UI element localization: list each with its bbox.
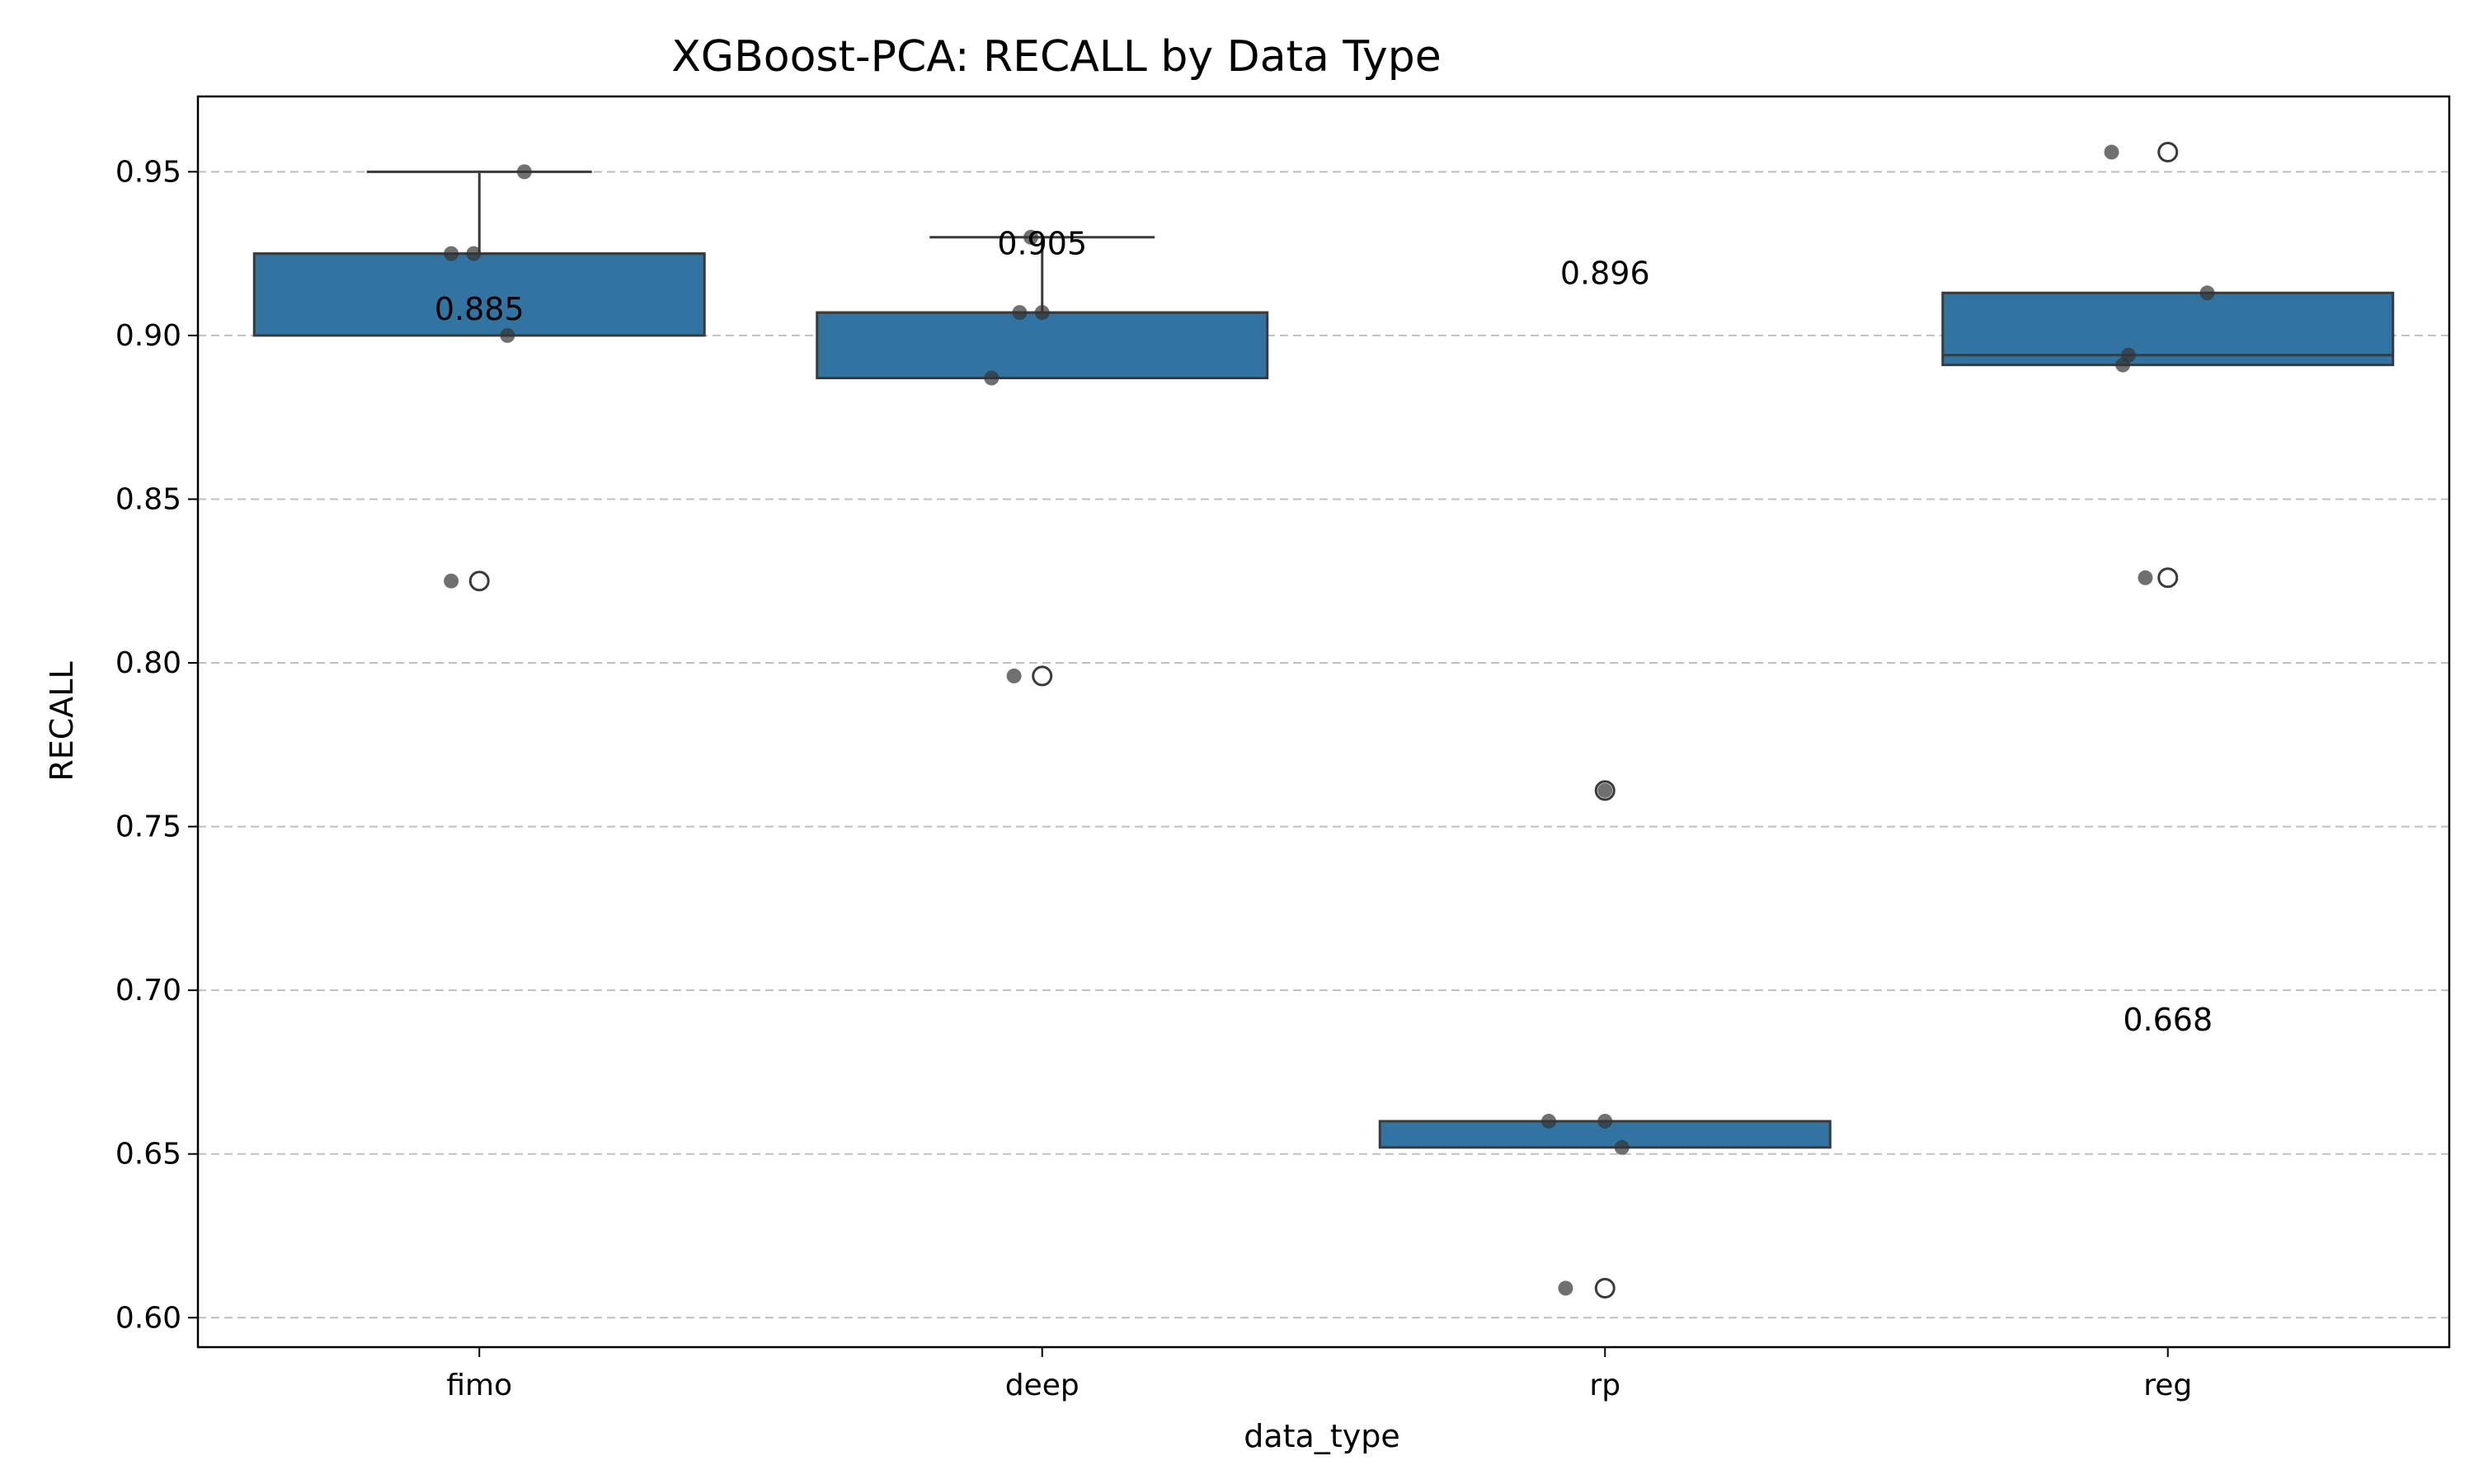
data-point [1023, 229, 1039, 245]
y-tick-label: 0.65 [115, 1138, 181, 1172]
box-deep [816, 311, 1269, 380]
data-point [1541, 1113, 1556, 1129]
x-tick-label: rp [1589, 1369, 1620, 1402]
mean-annotation: 0.885 [435, 291, 524, 327]
y-tick-label: 0.95 [115, 155, 181, 189]
x-tick-label: deep [1005, 1369, 1079, 1402]
mean-annotation: 0.896 [1560, 255, 1650, 291]
box-reg [1941, 291, 2395, 367]
plot-frame [196, 95, 2451, 1349]
outlier [1594, 780, 1616, 801]
data-point [1614, 1139, 1630, 1155]
data-point [516, 164, 532, 180]
data-point [500, 327, 515, 343]
y-axis-ticks: 0.60 0.65 0.70 0.75 0.80 0.85 0.90 0.95 [115, 155, 198, 1335]
data-point [2138, 570, 2153, 585]
outlier [2157, 142, 2179, 163]
data-point [1006, 668, 1022, 683]
data-point [2115, 357, 2131, 373]
mean-annotation: 0.905 [997, 226, 1087, 262]
y-tick-label: 0.60 [115, 1301, 181, 1335]
x-tick-label: fimo [446, 1369, 512, 1402]
data-point [1597, 782, 1613, 798]
y-tick-label: 0.90 [115, 319, 181, 353]
mean-annotation: 0.668 [2123, 1002, 2213, 1038]
boxes [252, 142, 2395, 1299]
x-axis-label: data_type [1244, 1418, 1399, 1454]
points [444, 144, 2215, 1296]
data-point [2199, 285, 2215, 301]
x-axis-ticks: fimo deep rp reg [446, 1347, 2192, 1402]
data-point [1597, 1113, 1613, 1129]
data-point [1034, 305, 1050, 321]
data-point [1558, 1280, 1573, 1296]
annotations: 0.885 0.905 0.896 0.668 [435, 226, 2213, 1038]
outlier [468, 571, 490, 592]
data-point [444, 246, 459, 261]
data-point [2104, 144, 2119, 160]
y-tick-label: 0.80 [115, 646, 181, 680]
y-tick-label: 0.85 [115, 482, 181, 516]
chart-title: XGBoost-PCA: RECALL by Data Type [671, 32, 1442, 82]
y-tick-label: 0.75 [115, 810, 181, 844]
data-point [466, 246, 482, 261]
outlier [2157, 567, 2179, 589]
data-point [1012, 305, 1028, 321]
y-tick-label: 0.70 [115, 974, 181, 1007]
y-axis-label: RECALL [44, 661, 80, 781]
x-tick-label: reg [2143, 1369, 2192, 1402]
data-point [984, 370, 999, 386]
outlier [1594, 1278, 1616, 1299]
data-point [444, 573, 459, 589]
outlier [1032, 665, 1053, 687]
